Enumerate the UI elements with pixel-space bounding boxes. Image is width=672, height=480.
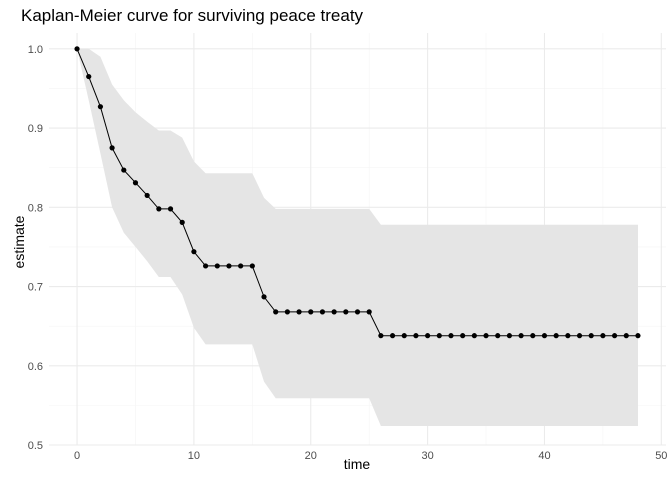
data-point [273, 309, 279, 315]
data-point [179, 219, 185, 225]
y-tick-label: 0.9 [28, 123, 43, 135]
data-point [132, 180, 139, 186]
data-point [191, 249, 197, 255]
data-point [296, 309, 302, 315]
data-point [483, 333, 489, 339]
data-point [425, 333, 431, 339]
data-point [238, 263, 244, 269]
data-point [121, 167, 127, 173]
data-point [401, 333, 407, 339]
data-point [588, 333, 594, 339]
data-point [635, 333, 641, 339]
data-point [319, 309, 326, 315]
data-point [565, 333, 571, 339]
data-point [436, 333, 442, 339]
y-tick-label: 0.5 [28, 440, 43, 452]
data-point [144, 192, 150, 199]
data-point [413, 333, 419, 339]
data-point [202, 263, 209, 269]
chart-title: Kaplan-Meier curve for surviving peace t… [21, 6, 364, 25]
x-tick-label: 0 [74, 450, 80, 462]
data-point [600, 333, 606, 339]
data-point [495, 333, 501, 339]
data-point [97, 104, 104, 110]
data-point [156, 206, 162, 212]
x-tick-label: 30 [421, 450, 433, 462]
data-point [261, 294, 267, 300]
data-point [448, 333, 454, 339]
data-point [541, 333, 548, 339]
data-point [611, 333, 618, 339]
x-tick-label: 50 [655, 450, 667, 462]
data-point [74, 46, 80, 52]
data-point [284, 309, 290, 315]
data-point [226, 263, 232, 269]
confidence-ribbon [77, 48, 638, 427]
x-tick-label: 40 [538, 450, 550, 462]
data-point [308, 309, 314, 315]
data-point [354, 309, 361, 315]
x-axis-label: time [343, 456, 371, 472]
y-tick-label: 0.7 [28, 282, 43, 294]
data-point [249, 263, 255, 269]
data-point [623, 333, 629, 339]
data-point [214, 263, 220, 269]
data-point [86, 73, 92, 80]
data-point [530, 333, 536, 339]
y-tick-label: 0.6 [28, 361, 43, 373]
y-tick-label: 0.8 [28, 202, 43, 214]
data-point [366, 309, 372, 315]
data-point [553, 333, 559, 339]
data-point [389, 333, 396, 339]
data-point [109, 145, 115, 151]
data-point [506, 333, 513, 339]
data-point [331, 309, 337, 315]
data-point [471, 333, 477, 339]
x-tick-label: 10 [188, 450, 200, 462]
data-point [518, 333, 524, 339]
data-point [576, 333, 583, 339]
data-point [460, 333, 466, 339]
x-tick-label: 20 [305, 450, 317, 462]
data-point [378, 333, 384, 339]
data-point [343, 309, 349, 315]
y-tick-label: 1.0 [28, 44, 43, 56]
data-point [167, 206, 174, 212]
